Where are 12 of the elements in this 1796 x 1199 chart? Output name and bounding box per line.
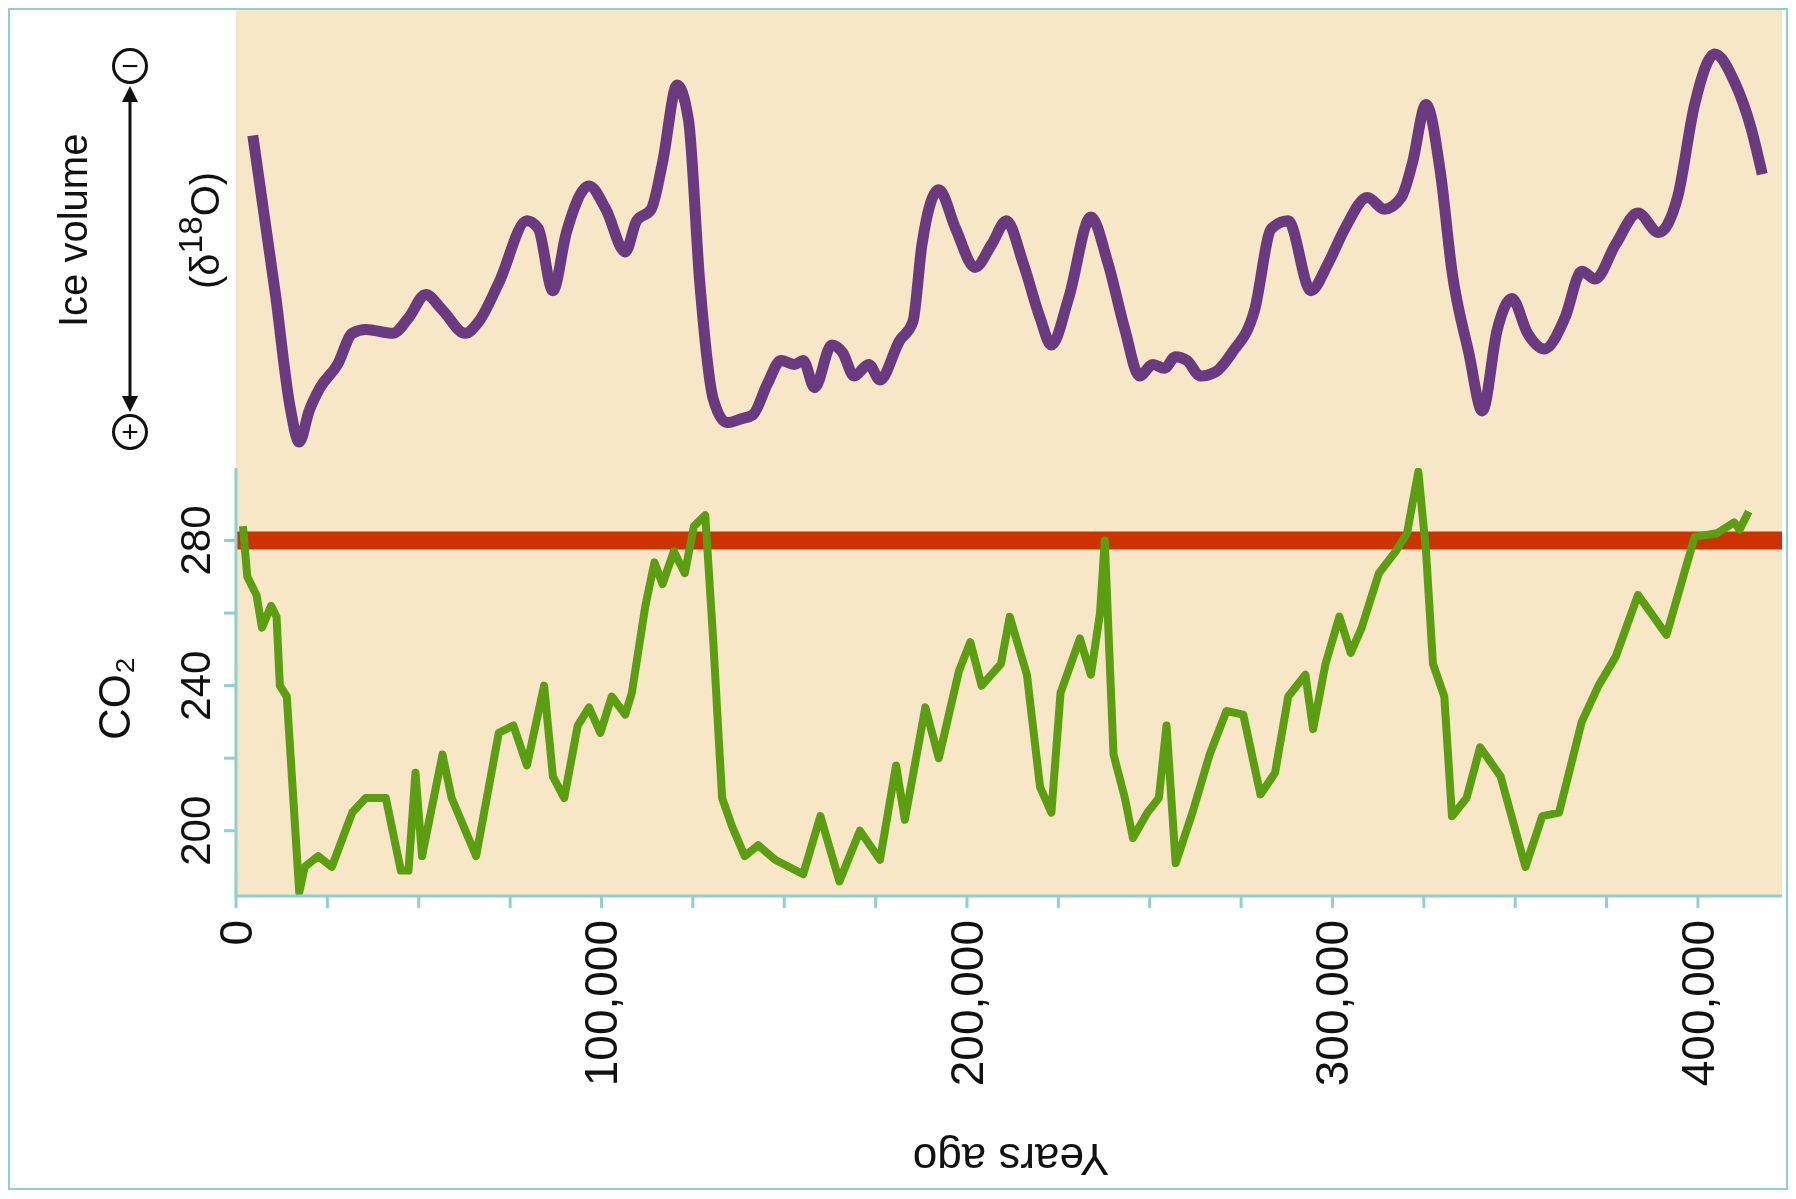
x-tick-label: 0 [210,920,262,946]
y-tick-label: 240 [172,650,220,721]
text: − [112,48,148,84]
text: + [112,414,148,450]
y-tick-label: 280 [172,505,220,576]
y-axis-title: CO₂ [90,655,140,742]
x-axis-title: Years ago [911,1134,1111,1184]
x-tick-label: 400,000 [1671,920,1724,1087]
x-tick-label: 200,000 [940,920,993,1087]
x-tick-label: 100,000 [575,920,628,1087]
y-tick-label: 200 [172,795,220,866]
x-tick-label: 300,000 [1306,920,1359,1087]
